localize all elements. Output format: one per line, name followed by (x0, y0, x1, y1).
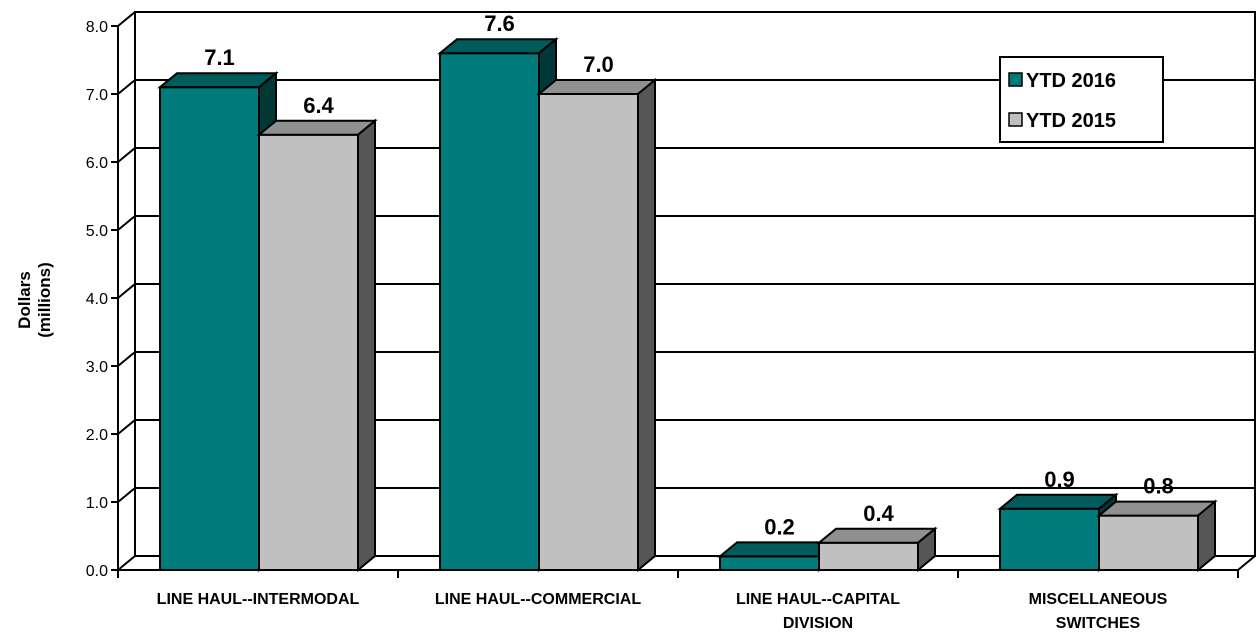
legend-swatch-ytd-2015 (1008, 112, 1023, 127)
bar-side (1197, 499, 1216, 573)
gridline-side (117, 215, 136, 231)
legend-label-ytd-2016: YTD 2016 (1026, 70, 1116, 92)
data-label: 7.0 (583, 52, 614, 77)
legend-box (999, 56, 1164, 143)
bar-ytd-2015 (536, 77, 658, 573)
bar-ytd-2015 (256, 118, 378, 573)
bar-front (439, 52, 540, 571)
x-category-label: LINE HAUL--INTERMODAL (157, 591, 360, 608)
y-tick-label: 3.0 (86, 359, 108, 376)
x-category-label: LINE HAUL--COMMERCIAL (435, 591, 641, 608)
gridline-side (117, 351, 136, 367)
gridline-side (117, 79, 136, 95)
y-tick-label: 0.0 (86, 563, 108, 580)
gridline-side (117, 283, 136, 299)
y-tick-label: 6.0 (86, 155, 108, 172)
data-label: 7.1 (204, 45, 235, 70)
bar-top (256, 119, 378, 136)
gridline-side (117, 11, 136, 27)
bar-front (719, 555, 820, 572)
y-tick-label: 4.0 (86, 291, 108, 308)
y-axis-label-line2: (millions) (35, 262, 54, 338)
gridline-side (117, 487, 136, 503)
bar-front (1098, 514, 1199, 571)
bar-top (1096, 500, 1218, 517)
data-labels: 7.1 6.4 7.6 7.0 0.2 0.4 0.9 0.8 (204, 11, 1174, 539)
bar-ytd-2015 (816, 526, 938, 573)
gridline-side (117, 147, 136, 163)
legend: YTD 2016 YTD 2015 (999, 56, 1164, 143)
data-label: 0.9 (1044, 467, 1075, 492)
bar-ytd-2016 (997, 492, 1119, 573)
bars (157, 37, 1218, 573)
bar-top (816, 527, 938, 544)
bar-ytd-2016 (717, 540, 839, 573)
y-tick-label: 1.0 (86, 495, 108, 512)
gridline-side (117, 555, 136, 571)
data-label: 0.8 (1143, 474, 1174, 499)
bar-front (538, 93, 639, 571)
gridline-side (117, 419, 136, 435)
bar-side (917, 526, 936, 573)
bar-side (357, 118, 376, 573)
y-tick-label: 2.0 (86, 427, 108, 444)
y-tick-label: 5.0 (86, 223, 108, 240)
bar-side (637, 77, 656, 573)
bar-front (818, 541, 919, 571)
data-label: 0.4 (863, 501, 894, 526)
bar-ytd-2015 (1096, 499, 1218, 573)
data-label: 6.4 (303, 93, 334, 118)
bar-front (258, 133, 359, 572)
y-axis-label-line1: Dollars (15, 271, 34, 329)
y-tick-label: 7.0 (86, 87, 108, 104)
x-category-label: LINE HAUL--CAPITAL (736, 591, 900, 608)
x-category-label: SWITCHES (1056, 615, 1141, 632)
x-category-label: MISCELLANEOUS (1029, 591, 1168, 608)
legend-swatch-ytd-2016 (1008, 72, 1023, 87)
floor-right-edge (1237, 555, 1256, 571)
bar-top (437, 38, 559, 55)
bar-front (159, 86, 260, 571)
bar-front (999, 507, 1100, 571)
x-category-label: DIVISION (783, 615, 853, 632)
data-label: 0.2 (764, 514, 795, 539)
legend-label-ytd-2015: YTD 2015 (1026, 110, 1116, 132)
bar-top (157, 72, 279, 89)
data-label: 7.6 (484, 11, 515, 36)
bar-top (997, 493, 1119, 510)
bar-top (536, 79, 658, 95)
y-tick-label: 8.0 (86, 19, 108, 36)
